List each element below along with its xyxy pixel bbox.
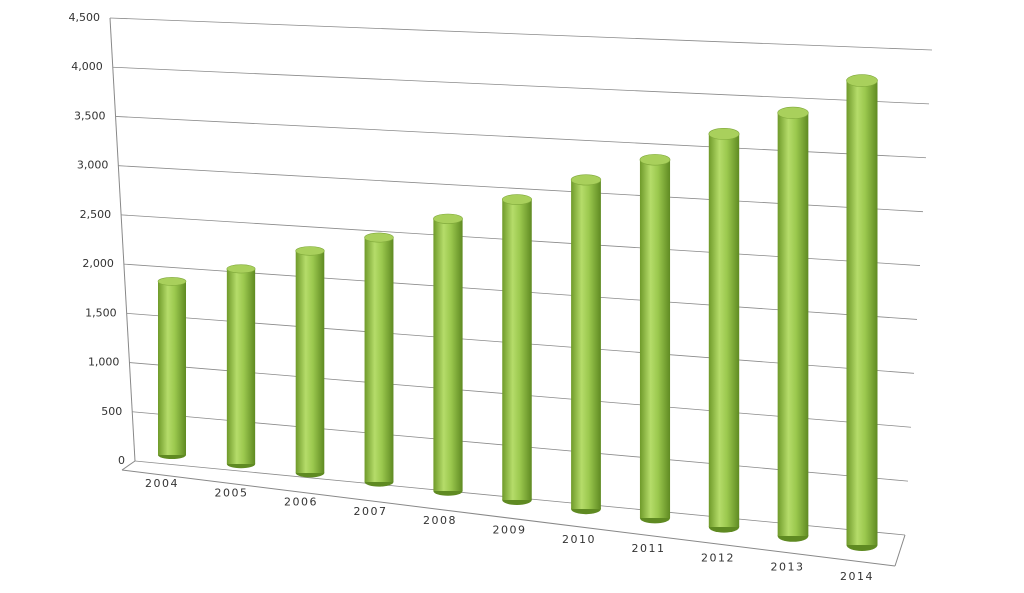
bar <box>777 112 809 536</box>
x-tick-label: 2014 <box>840 570 874 583</box>
y-tick-label: 3,500 <box>74 109 106 122</box>
bar-top <box>157 277 187 286</box>
y-tick-label: 4,000 <box>71 60 103 73</box>
bar-top <box>226 264 256 274</box>
bar <box>158 281 186 455</box>
grid-line <box>109 17 933 51</box>
x-tick-label: 2009 <box>493 524 527 537</box>
x-tick-label: 2008 <box>423 514 457 527</box>
bar-top <box>501 194 533 205</box>
y-tick-label: 500 <box>101 405 122 418</box>
y-tick-label: 2,500 <box>80 208 112 221</box>
y-tick-label: 4,500 <box>69 11 101 24</box>
x-tick-label: 2010 <box>562 533 596 546</box>
bar-top <box>846 74 878 87</box>
y-tick-label: 2,000 <box>82 257 114 270</box>
bar <box>639 159 671 518</box>
x-tick-label: 2006 <box>284 496 318 509</box>
y-tick-label: 3,000 <box>77 159 109 172</box>
bar-top <box>295 246 325 256</box>
bar <box>708 133 740 528</box>
bar-top <box>777 106 809 119</box>
floor-edge <box>121 460 136 471</box>
grid-line <box>112 66 930 105</box>
bar-top <box>708 128 740 140</box>
bar-top <box>570 174 602 186</box>
floor-edge <box>121 469 896 567</box>
x-tick-label: 2013 <box>771 561 805 574</box>
bar-top <box>364 232 394 243</box>
bar-top <box>639 154 671 166</box>
x-tick-label: 2007 <box>354 505 388 518</box>
bar <box>295 250 325 473</box>
x-tick-label: 2004 <box>145 477 179 490</box>
x-tick-label: 2005 <box>215 486 249 499</box>
bar <box>433 218 463 492</box>
y-tick-label: 1,000 <box>88 356 120 369</box>
bar <box>846 80 878 545</box>
floor-edge <box>894 534 906 567</box>
frame <box>109 17 906 567</box>
bar <box>502 199 532 500</box>
bar <box>364 237 394 482</box>
y-tick-label: 1,500 <box>85 306 117 319</box>
bar <box>571 179 601 509</box>
x-tick-label: 2012 <box>701 551 735 564</box>
back-axis <box>109 17 136 462</box>
x-tick-label: 2011 <box>632 542 666 555</box>
y-tick-label: 0 <box>118 454 125 467</box>
bar-top <box>433 213 463 224</box>
bar <box>226 268 256 464</box>
